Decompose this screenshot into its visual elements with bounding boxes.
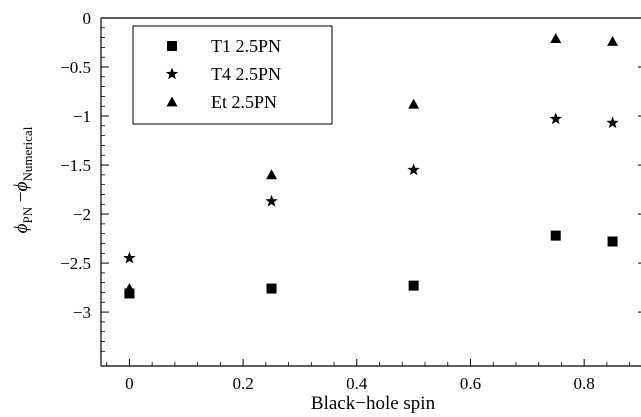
- legend-label: T4 2.5PN: [211, 64, 281, 84]
- y-axis-label-minus: −: [11, 191, 32, 206]
- star-point: [123, 251, 136, 264]
- star-point: [549, 112, 562, 125]
- y-tick-label: −1.5: [60, 156, 91, 175]
- x-tick-label: 0.8: [574, 374, 595, 393]
- y-tick-label: −1: [73, 107, 91, 126]
- star-point: [407, 163, 420, 176]
- triangle-point: [408, 98, 420, 109]
- square-point: [266, 283, 277, 294]
- star-point: [265, 194, 278, 207]
- x-tick-label: 0.2: [232, 374, 253, 393]
- x-tick-label: 0: [125, 374, 134, 393]
- axes-frame: [100, 17, 641, 367]
- y-tick-label: −2: [73, 205, 91, 224]
- y-axis-label-trail-sub: Numerical: [20, 126, 35, 181]
- legend: T1 2.5PN T4 2.5PN Et 2.5PN: [132, 25, 333, 125]
- y-axis-label-lead-sub: PN: [20, 206, 35, 223]
- y-tick-label: −2.5: [60, 254, 91, 273]
- legend-star-marker: [165, 67, 179, 80]
- triangle-point: [123, 283, 135, 293]
- tick-marks: [101, 17, 641, 366]
- y-axis-label: ϕPN −ϕNumerical: [11, 126, 35, 233]
- triangle-point: [550, 33, 562, 43]
- y-axis-label-lead: ϕ: [11, 223, 32, 233]
- tick-labels: 0 0.2 0.4 0.6 0.8 0 −0.5 −1 −1.5 −2 −2.5 −3: [60, 9, 595, 393]
- x-tick-label: 0.6: [460, 374, 481, 393]
- legend-box: [132, 25, 333, 125]
- legend-label: T1 2.5PN: [211, 36, 281, 56]
- square-point: [607, 236, 618, 247]
- square-point: [408, 280, 419, 291]
- y-tick-label: 0: [83, 9, 92, 28]
- legend-square-marker: [167, 41, 177, 51]
- y-tick-label: −0.5: [60, 58, 91, 77]
- x-tick-label: 0.4: [346, 374, 368, 393]
- y-tick-label: −3: [73, 303, 91, 322]
- triangle-point: [266, 169, 278, 180]
- legend-label: Et 2.5PN: [211, 92, 277, 112]
- square-point: [124, 288, 135, 299]
- y-axis-label-trail: ϕ: [11, 181, 32, 191]
- legend-triangle-marker: [166, 96, 178, 107]
- triangle-point: [607, 36, 619, 46]
- star-point: [606, 116, 619, 129]
- x-axis-label: Black−hole spin: [311, 393, 436, 414]
- square-point: [550, 230, 561, 241]
- data-points: [123, 33, 619, 299]
